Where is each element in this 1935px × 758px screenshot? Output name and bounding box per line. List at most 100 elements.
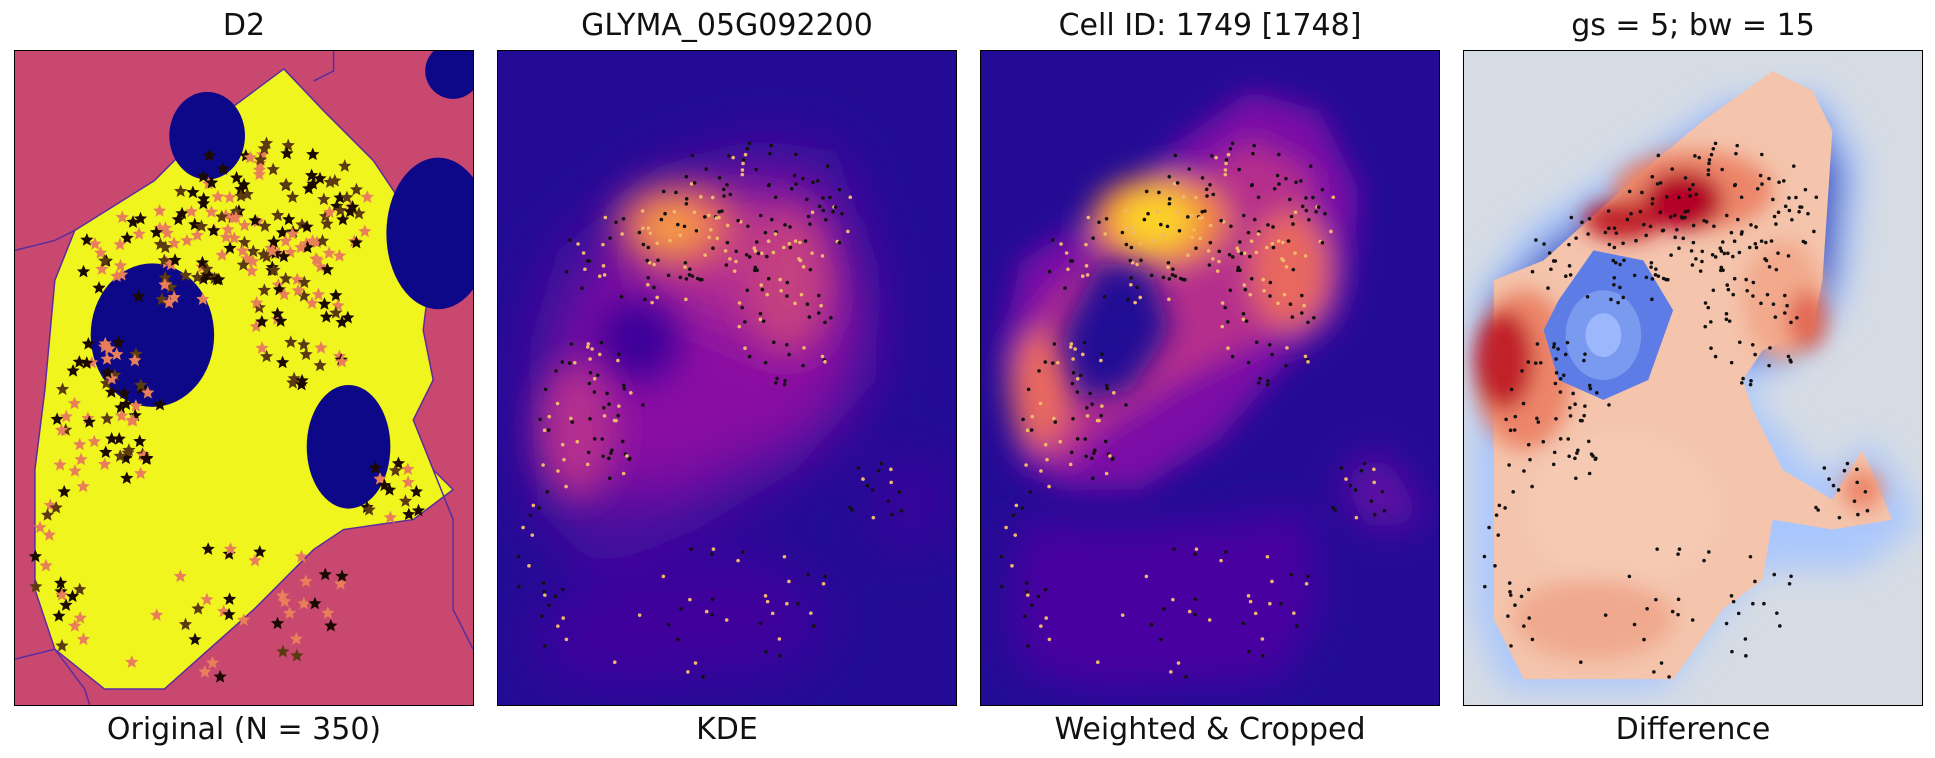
spot-dot <box>1652 670 1656 674</box>
spot-dot <box>802 346 806 350</box>
spot-dot <box>1241 621 1246 626</box>
spot-marker <box>229 210 243 224</box>
spot-dot <box>805 197 809 202</box>
spot-dot <box>1587 471 1592 476</box>
spot-dot <box>1655 182 1660 186</box>
spot-markers <box>999 141 1387 679</box>
spot-dot <box>645 258 650 263</box>
spot-dot <box>1085 406 1089 410</box>
spot-marker <box>257 247 271 261</box>
spot-dot <box>1863 489 1868 494</box>
spot-dot <box>1230 141 1235 146</box>
spot-dot <box>1380 489 1385 494</box>
spot-dot <box>824 217 828 222</box>
spot-dot <box>1634 238 1638 243</box>
spot-dot <box>682 224 687 229</box>
spot-dot <box>770 217 774 222</box>
spot-dot <box>648 231 653 235</box>
spot-dot <box>1135 285 1139 290</box>
spot-marker <box>322 205 337 218</box>
spot-dot <box>1157 190 1161 195</box>
spot-dot <box>1029 428 1034 432</box>
spot-dot <box>1693 154 1697 158</box>
spot-dot <box>801 265 806 269</box>
spot-dot <box>1737 250 1742 255</box>
spot-dot <box>773 195 778 200</box>
spot-dot <box>724 263 729 267</box>
spot-dot <box>711 246 715 250</box>
nucleus <box>306 384 391 509</box>
spot-dot <box>622 386 627 391</box>
spot-marker <box>401 475 415 489</box>
spot-dot <box>1194 547 1199 551</box>
spot-dot <box>1090 402 1094 407</box>
spot-marker <box>59 409 73 423</box>
spot-dot <box>1186 215 1190 219</box>
spot-marker <box>73 437 87 451</box>
spot-dot <box>1522 624 1526 628</box>
spot-dot <box>1773 315 1778 319</box>
spot-dot <box>542 428 547 433</box>
spot-dot <box>542 589 546 594</box>
spot-marker <box>66 363 80 377</box>
spot-dot <box>1288 197 1292 202</box>
spot-dot <box>1724 213 1729 218</box>
spot-dot <box>688 267 692 271</box>
spot-dot <box>1192 227 1196 232</box>
spot-dot <box>1091 236 1095 240</box>
spot-dot <box>1724 317 1729 322</box>
spot-dot <box>1181 277 1185 282</box>
spot-dot <box>1573 402 1577 407</box>
spot-dot <box>1627 189 1632 194</box>
spot-marker <box>52 609 66 622</box>
spot-marker <box>336 212 350 226</box>
spot-dot <box>722 194 726 198</box>
spot-dot <box>1289 214 1294 219</box>
nucleus <box>169 91 245 180</box>
spot-dot <box>1167 297 1171 302</box>
spot-marker <box>114 400 128 414</box>
spot-dot <box>1303 354 1308 359</box>
spot-marker <box>76 264 91 278</box>
spot-marker <box>323 175 337 188</box>
spot-dot <box>1102 294 1107 299</box>
spot-marker <box>223 542 238 555</box>
spot-marker <box>294 549 309 563</box>
spot-marker <box>313 358 327 372</box>
spot-dot <box>1727 319 1732 323</box>
spot-marker <box>227 231 241 244</box>
spot-dot <box>588 357 592 361</box>
spot-dot <box>725 182 729 187</box>
spot-dot <box>805 302 810 307</box>
spot-dot <box>1483 584 1487 589</box>
spot-marker <box>305 296 319 310</box>
spot-marker <box>281 138 295 152</box>
spot-dot <box>646 276 651 280</box>
spot-dot <box>1229 224 1233 229</box>
spot-dot <box>1814 505 1818 510</box>
spot-marker <box>398 494 413 507</box>
spot-marker <box>411 503 426 517</box>
spot-dot <box>1014 503 1019 508</box>
spot-dot <box>543 593 547 597</box>
spot-dot <box>717 210 722 214</box>
spot-dot <box>1246 230 1251 235</box>
spot-dot <box>646 282 650 287</box>
spot-dot <box>1753 352 1757 357</box>
spot-dot <box>1036 594 1041 599</box>
spot-marker <box>120 471 134 484</box>
spot-dot <box>1204 187 1209 192</box>
spot-dot <box>1085 273 1090 277</box>
spot-dot <box>1530 269 1535 274</box>
spot-dot <box>1316 205 1321 209</box>
spot-marker <box>360 500 374 514</box>
spot-dot <box>1025 589 1029 594</box>
spot-dot <box>1629 211 1633 216</box>
spot-dot <box>1656 274 1661 278</box>
spot-dot <box>1205 194 1209 198</box>
spot-dot <box>1142 217 1147 222</box>
spot-marker <box>302 181 316 195</box>
spot-dot <box>1129 245 1134 250</box>
spot-marker <box>162 295 176 309</box>
spot-dot <box>1211 192 1216 197</box>
